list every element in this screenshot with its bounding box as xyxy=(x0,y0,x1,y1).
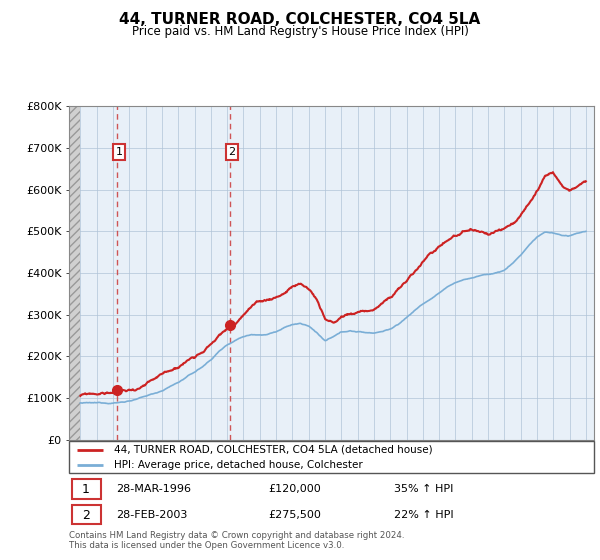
Text: HPI: Average price, detached house, Colchester: HPI: Average price, detached house, Colc… xyxy=(113,460,362,470)
Bar xyxy=(71,479,101,498)
Text: Contains HM Land Registry data © Crown copyright and database right 2024.
This d: Contains HM Land Registry data © Crown c… xyxy=(69,531,404,550)
Text: 35% ↑ HPI: 35% ↑ HPI xyxy=(395,484,454,494)
Text: 22% ↑ HPI: 22% ↑ HPI xyxy=(395,510,454,520)
Text: 1: 1 xyxy=(82,483,90,496)
Text: 28-MAR-1996: 28-MAR-1996 xyxy=(116,484,191,494)
Text: £120,000: £120,000 xyxy=(269,484,321,494)
Text: 2: 2 xyxy=(82,508,90,521)
Text: Price paid vs. HM Land Registry's House Price Index (HPI): Price paid vs. HM Land Registry's House … xyxy=(131,25,469,38)
Text: 44, TURNER ROAD, COLCHESTER, CO4 5LA (detached house): 44, TURNER ROAD, COLCHESTER, CO4 5LA (de… xyxy=(113,445,432,455)
Text: 44, TURNER ROAD, COLCHESTER, CO4 5LA: 44, TURNER ROAD, COLCHESTER, CO4 5LA xyxy=(119,12,481,27)
Bar xyxy=(71,505,101,524)
Text: 1: 1 xyxy=(116,147,123,157)
Text: 28-FEB-2003: 28-FEB-2003 xyxy=(116,510,188,520)
Text: £275,500: £275,500 xyxy=(269,510,322,520)
Text: 2: 2 xyxy=(229,147,236,157)
